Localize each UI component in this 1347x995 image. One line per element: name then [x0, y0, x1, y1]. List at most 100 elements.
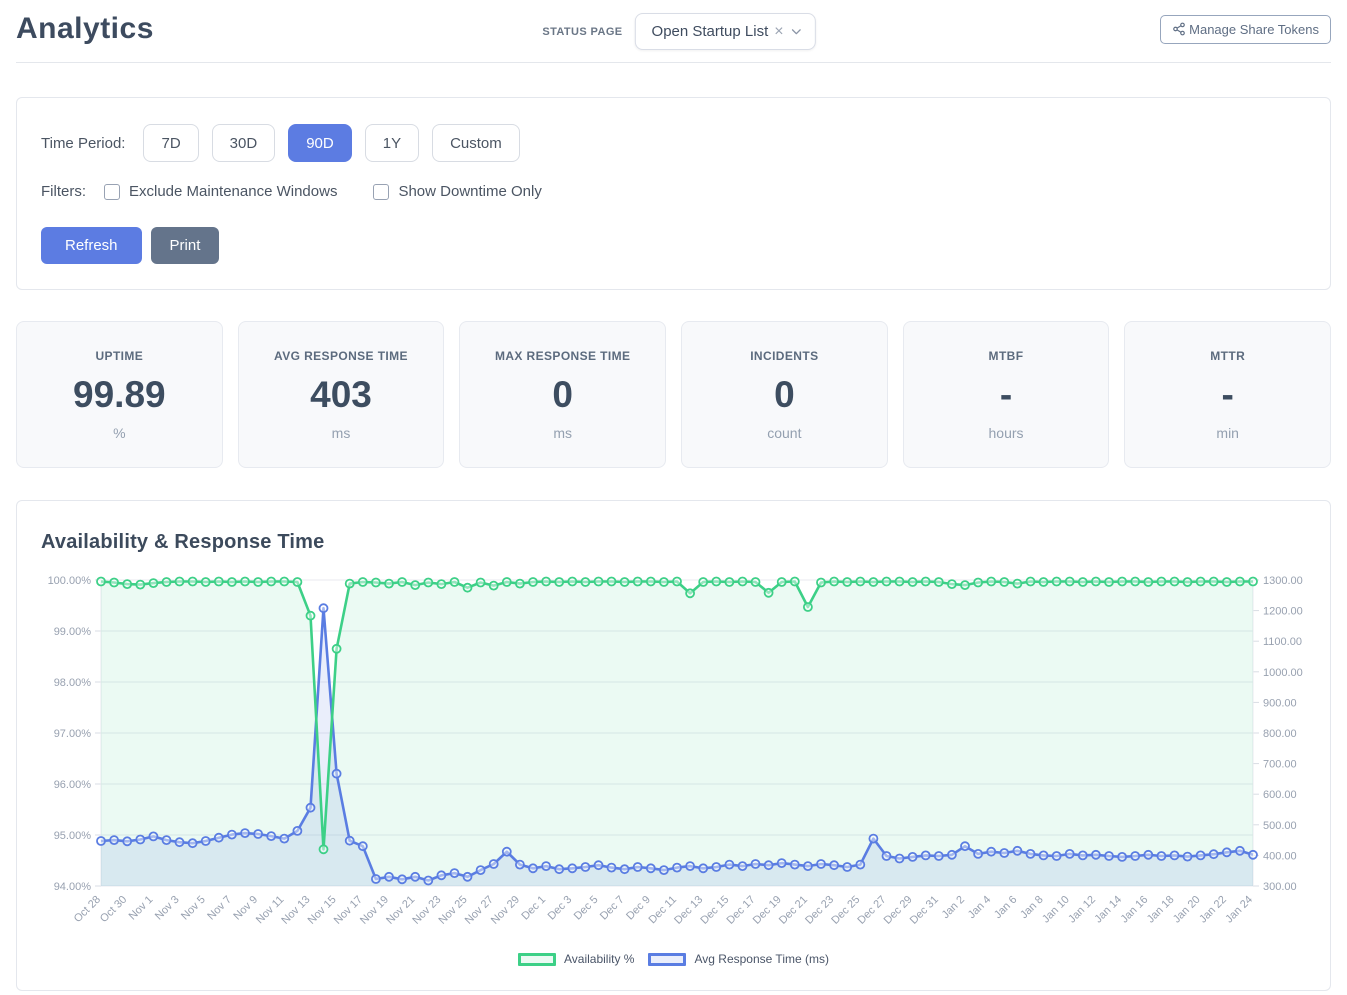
avg-response-time-ms-point[interactable] — [410, 871, 421, 882]
availability-point[interactable] — [305, 610, 316, 621]
avg-response-time-ms-point[interactable] — [1130, 851, 1141, 861]
availability-point[interactable] — [148, 578, 159, 589]
avg-response-time-ms-point[interactable] — [541, 861, 552, 872]
availability-point[interactable] — [920, 576, 931, 587]
availability-point[interactable] — [619, 577, 630, 587]
avg-response-time-ms-point[interactable] — [920, 850, 931, 861]
avg-response-time-ms-point[interactable] — [750, 859, 761, 869]
availability-point[interactable] — [894, 576, 905, 587]
avg-response-time-ms-point[interactable] — [1169, 850, 1180, 861]
time-period-1y[interactable]: 1Y — [364, 124, 420, 162]
avg-response-time-ms-point[interactable] — [292, 825, 303, 836]
exclude-maintenance-option[interactable]: Exclude Maintenance Windows — [104, 183, 337, 200]
availability-point[interactable] — [881, 576, 892, 587]
avg-response-time-ms-point[interactable] — [449, 868, 460, 879]
show-downtime-option[interactable]: Show Downtime Only — [373, 183, 542, 200]
manage-share-tokens-button[interactable]: Manage Share Tokens — [1160, 14, 1331, 44]
refresh-button[interactable]: Refresh — [41, 227, 142, 264]
avg-response-time-ms-point[interactable] — [253, 829, 264, 839]
availability-point[interactable] — [711, 576, 722, 587]
availability-point[interactable] — [789, 576, 800, 587]
avg-response-time-ms-point[interactable] — [868, 833, 879, 844]
avg-response-time-ms-point[interactable] — [737, 861, 748, 872]
availability-point[interactable] — [122, 579, 133, 590]
availability-point[interactable] — [986, 576, 997, 587]
avg-response-time-ms-point[interactable] — [135, 834, 146, 845]
availability-point[interactable] — [344, 578, 355, 589]
avg-response-time-ms-point[interactable] — [606, 862, 617, 873]
avg-response-time-ms-point[interactable] — [528, 863, 538, 874]
availability-point[interactable] — [855, 576, 866, 587]
availability-point[interactable] — [1235, 576, 1245, 587]
availability-point[interactable] — [357, 577, 368, 587]
avg-response-time-ms-point[interactable] — [999, 848, 1010, 858]
availability-point[interactable] — [449, 577, 460, 587]
avg-response-time-ms-point[interactable] — [122, 836, 133, 847]
avg-response-time-ms-point[interactable] — [803, 861, 813, 872]
avg-response-time-ms-point[interactable] — [397, 874, 408, 885]
availability-point[interactable] — [1208, 576, 1219, 587]
availability-point[interactable] — [1221, 577, 1232, 587]
availability-point[interactable] — [187, 576, 198, 587]
avg-response-time-ms-point[interactable] — [1051, 851, 1062, 861]
avg-response-time-ms-point[interactable] — [724, 859, 735, 870]
availability-point[interactable] — [685, 588, 695, 599]
availability-point[interactable] — [1117, 576, 1127, 587]
availability-point[interactable] — [868, 577, 879, 587]
availability-point[interactable] — [632, 576, 643, 587]
print-button[interactable]: Print — [150, 227, 220, 264]
avg-response-time-ms-point[interactable] — [475, 865, 486, 876]
availability-point[interactable] — [1025, 576, 1036, 587]
avg-response-time-ms-point[interactable] — [947, 849, 957, 860]
availability-point[interactable] — [384, 578, 394, 589]
avg-response-time-ms-point[interactable] — [659, 865, 669, 876]
availability-point[interactable] — [593, 576, 604, 587]
avg-response-time-ms-point[interactable] — [933, 851, 944, 861]
time-period-90d[interactable]: 90D — [288, 124, 352, 162]
avg-response-time-ms-point[interactable] — [1221, 847, 1232, 858]
avg-response-time-ms-point[interactable] — [986, 846, 997, 857]
time-period-7d[interactable]: 7D — [143, 124, 199, 162]
avg-response-time-ms-point[interactable] — [331, 768, 342, 779]
avg-response-time-ms-point[interactable] — [763, 860, 774, 871]
legend-item-avg-response-time-ms[interactable]: Avg Response Time (ms) — [648, 952, 829, 966]
availability-point[interactable] — [1038, 577, 1049, 587]
avg-response-time-ms-point[interactable] — [554, 864, 565, 875]
avg-response-time-ms-point[interactable] — [200, 836, 211, 846]
availability-point[interactable] — [1248, 576, 1258, 587]
avg-response-time-ms-point[interactable] — [1248, 849, 1258, 860]
availability-point[interactable] — [933, 577, 944, 587]
avg-response-time-ms-point[interactable] — [829, 860, 839, 871]
avg-response-time-ms-point[interactable] — [894, 853, 905, 864]
avg-response-time-ms-point[interactable] — [567, 863, 578, 874]
availability-point[interactable] — [1077, 577, 1088, 587]
availability-point[interactable] — [554, 577, 565, 587]
availability-point[interactable] — [842, 577, 853, 587]
avg-response-time-ms-point[interactable] — [1117, 851, 1127, 862]
avg-response-time-ms-point[interactable] — [842, 862, 853, 872]
avg-response-time-ms-point[interactable] — [619, 864, 630, 875]
availability-point[interactable] — [96, 576, 106, 587]
availability-point[interactable] — [1012, 578, 1023, 589]
avg-response-time-ms-point[interactable] — [357, 841, 368, 852]
avg-response-time-ms-point[interactable] — [685, 861, 695, 872]
avg-response-time-ms-point[interactable] — [1091, 849, 1101, 860]
avg-response-time-ms-point[interactable] — [344, 835, 355, 846]
availability-point[interactable] — [436, 579, 447, 590]
avg-response-time-ms-point[interactable] — [698, 863, 709, 874]
avg-response-time-ms-point[interactable] — [514, 859, 525, 870]
availability-point[interactable] — [1091, 576, 1101, 587]
availability-point[interactable] — [475, 577, 486, 588]
avg-response-time-ms-point[interactable] — [1038, 850, 1049, 861]
availability-response-chart[interactable]: 100.00% 99.00% 98.00% 97.00% 96.00% 95.00% 94.… — [41, 568, 1324, 950]
avg-response-time-ms-point[interactable] — [1077, 850, 1088, 861]
time-period-30d[interactable]: 30D — [211, 124, 276, 162]
avg-response-time-ms-point[interactable] — [279, 833, 290, 844]
avg-response-time-ms-point[interactable] — [580, 862, 591, 872]
avg-response-time-ms-point[interactable] — [789, 859, 800, 870]
availability-point[interactable] — [1156, 576, 1167, 587]
avg-response-time-ms-point[interactable] — [501, 846, 512, 857]
availability-point[interactable] — [973, 577, 983, 588]
availability-point[interactable] — [907, 577, 918, 587]
avg-response-time-ms-point[interactable] — [318, 603, 329, 614]
